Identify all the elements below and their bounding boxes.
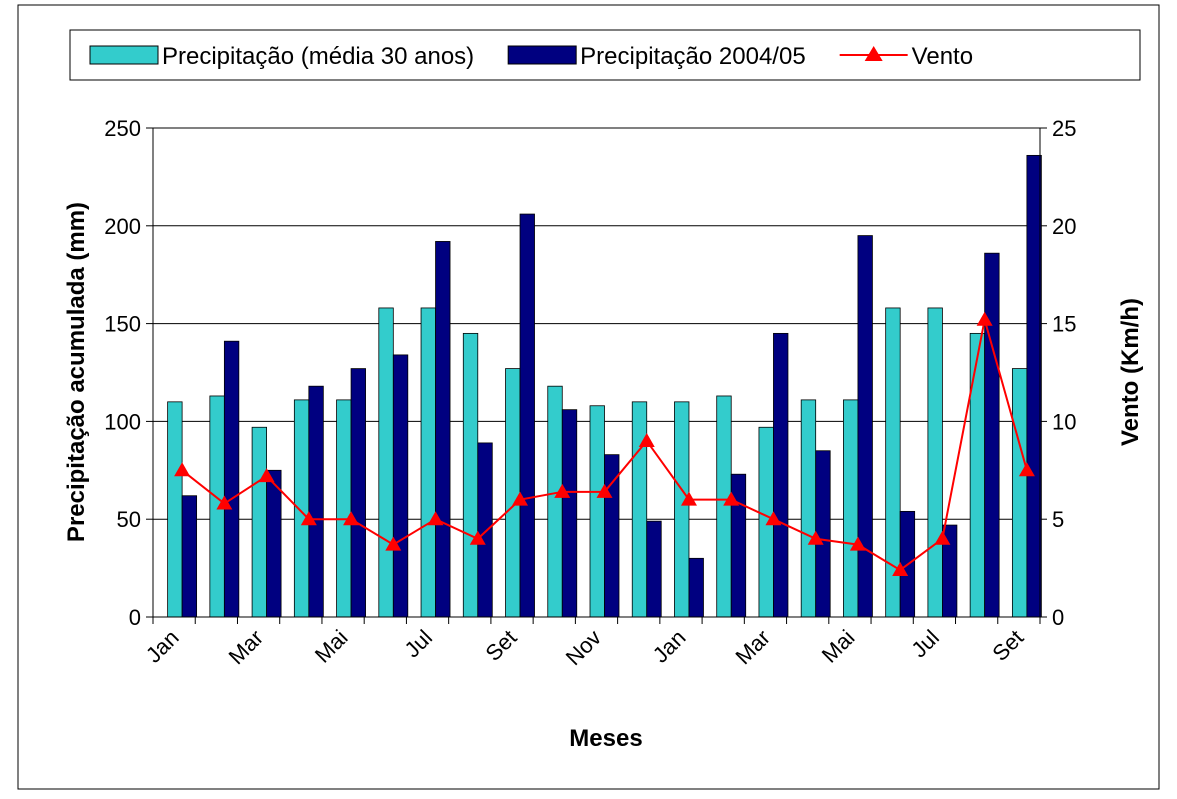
marker (934, 530, 951, 545)
bar (547, 385, 563, 618)
marker (216, 495, 233, 510)
marker (892, 562, 909, 577)
legend-swatch (89, 45, 159, 65)
y2-tick-label: 10 (1052, 409, 1076, 434)
y-tick-label: 150 (104, 312, 141, 337)
y-tick-label: 250 (104, 116, 141, 141)
x-tick-label: Set (481, 625, 522, 666)
bar (604, 454, 620, 618)
marker (512, 491, 529, 506)
bar (308, 385, 324, 618)
marker (469, 530, 486, 545)
marker (723, 491, 740, 506)
y-tick-label: 0 (129, 605, 141, 630)
y2-axis-title: Vento (Km/h) (1117, 298, 1144, 446)
x-tick-label: Jan (141, 625, 184, 668)
bar (716, 395, 732, 618)
y2-tick-label: 20 (1052, 214, 1076, 239)
marker (976, 311, 993, 326)
y-tick-label: 50 (117, 507, 141, 532)
plot-frame (152, 127, 1041, 618)
marker (554, 483, 571, 498)
legend-label: Precipitação (média 30 anos) (162, 43, 474, 70)
legend-label: Vento (912, 43, 973, 70)
bar (293, 399, 310, 618)
bar (336, 399, 352, 618)
marker (680, 491, 697, 506)
bar (519, 213, 535, 618)
bar (773, 332, 789, 618)
bar (420, 307, 436, 618)
bar (251, 426, 267, 618)
x-tick-label: Jan (648, 625, 691, 668)
marker (385, 536, 402, 551)
x-tick-label: Nov (561, 625, 606, 670)
marker (258, 468, 275, 483)
legend-swatch (507, 45, 577, 65)
bar (646, 520, 662, 618)
x-tick-label: Mai (310, 625, 353, 668)
bar (815, 450, 831, 618)
y2-tick-label: 5 (1052, 507, 1064, 532)
x-tick-label: Set (987, 625, 1028, 666)
bar (843, 399, 859, 618)
bar (266, 469, 282, 618)
marker (300, 511, 317, 526)
bar (435, 241, 451, 618)
bar (969, 332, 986, 618)
bar (477, 442, 493, 618)
chart-border (17, 4, 1160, 790)
bar (800, 399, 817, 618)
marker (638, 432, 655, 447)
bar (1011, 368, 1028, 618)
y-tick-label: 200 (104, 214, 141, 239)
bar (223, 340, 240, 618)
x-tick-label: Mar (224, 625, 268, 669)
marker (1018, 462, 1035, 477)
bar (181, 495, 198, 618)
bar (984, 252, 1000, 618)
x-tick-label: Jul (906, 625, 944, 663)
x-axis-title: Meses (569, 725, 642, 752)
marker (427, 511, 444, 526)
bar (1026, 154, 1042, 618)
marker (596, 483, 613, 498)
y2-tick-label: 0 (1052, 605, 1064, 630)
bar (589, 405, 605, 618)
y2-tick-label: 25 (1052, 116, 1076, 141)
marker (849, 536, 866, 551)
y-axis-title: Precipitação acumulada (mm) (63, 202, 90, 542)
bar (857, 235, 873, 618)
bar (674, 401, 690, 618)
marker (343, 511, 360, 526)
bar (631, 401, 648, 618)
x-tick-label: Jul (400, 625, 438, 663)
marker (807, 530, 824, 545)
bar (392, 354, 409, 618)
marker (765, 511, 782, 526)
y2-tick-label: 15 (1052, 312, 1076, 337)
bar (167, 401, 183, 618)
bar (688, 557, 704, 618)
bar (378, 307, 394, 618)
y-tick-label: 100 (104, 409, 141, 434)
marker (174, 462, 191, 477)
bar (350, 368, 366, 618)
bar (561, 409, 578, 618)
x-tick-label: Mai (817, 625, 860, 668)
bar (505, 368, 521, 618)
x-tick-label: Mar (731, 625, 775, 669)
legend-marker (864, 46, 883, 61)
bar (927, 307, 943, 618)
legend-label: Precipitação 2004/05 (580, 43, 806, 70)
bar (462, 332, 479, 618)
legend-box (69, 29, 1141, 81)
